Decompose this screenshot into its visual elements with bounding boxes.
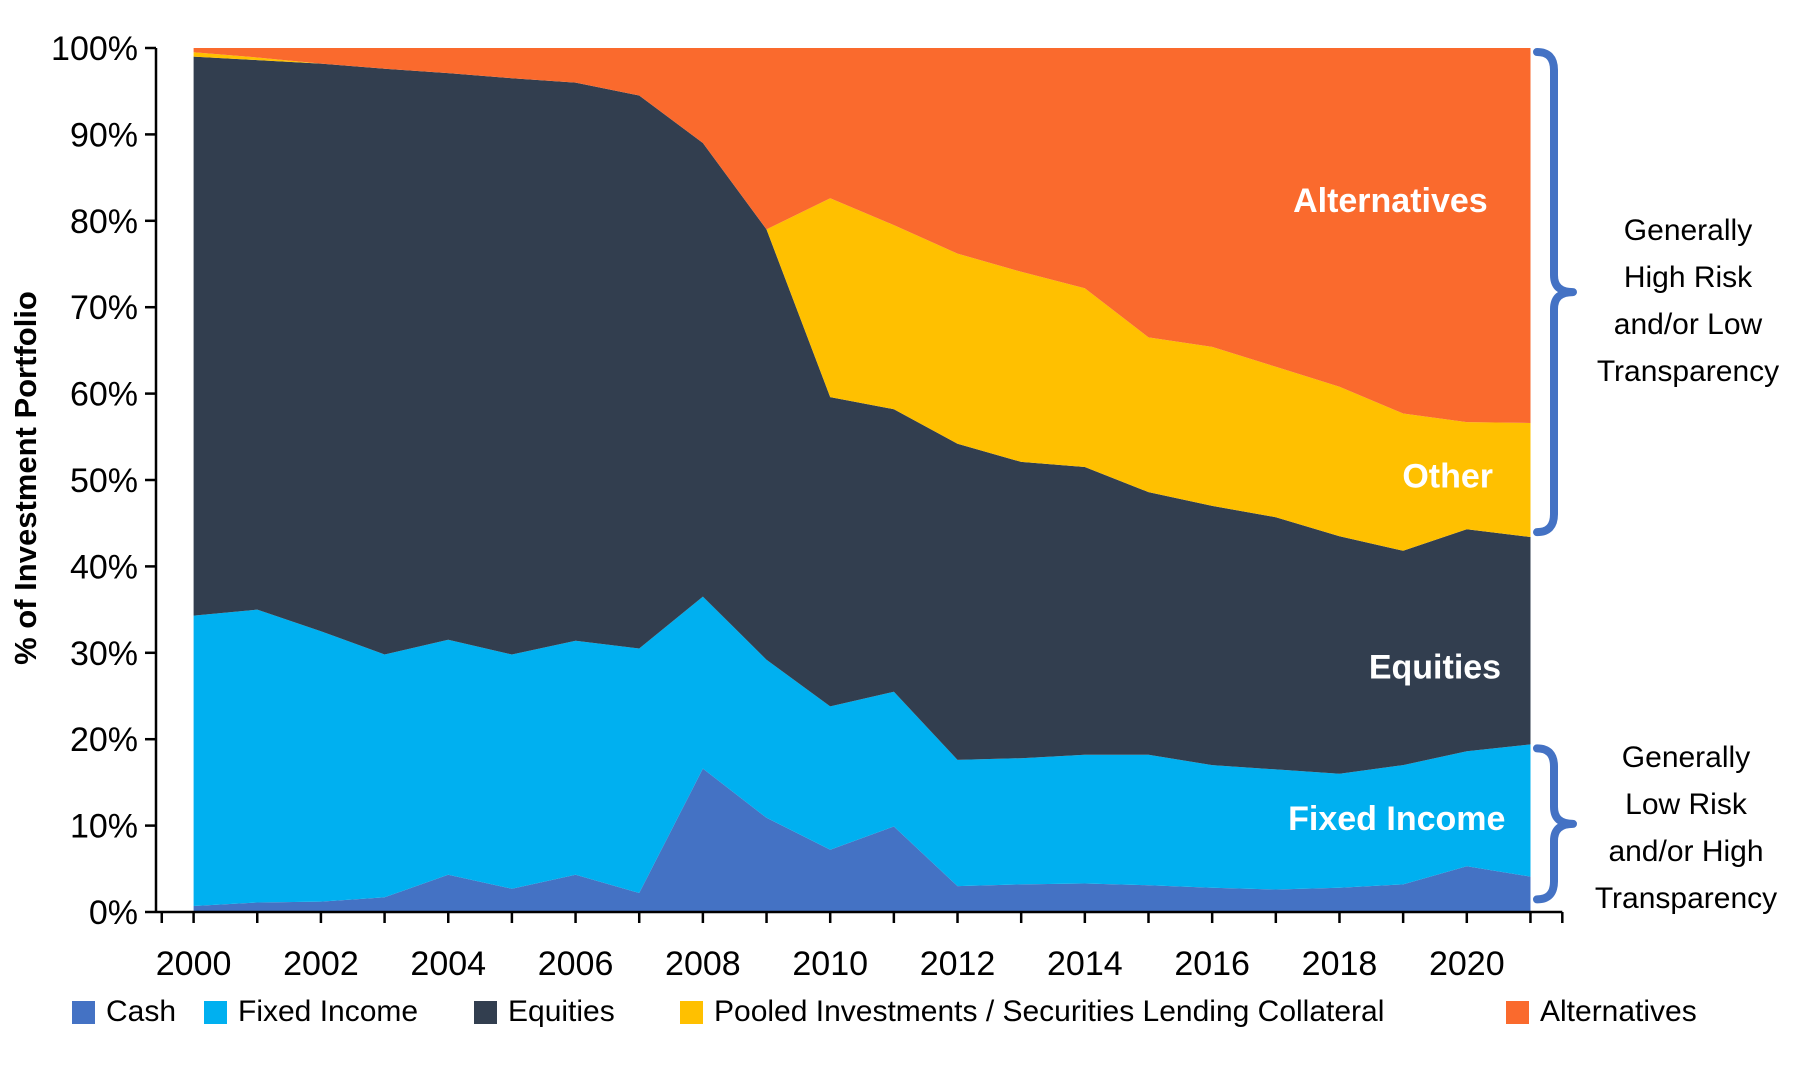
legend-item-equities: Equities [474, 995, 615, 1028]
x-tick-label: 2016 [1174, 945, 1250, 983]
x-tick-label: 2014 [1047, 945, 1123, 983]
y-tick-label: 40% [70, 548, 138, 586]
x-tick-label: 2012 [920, 945, 996, 983]
y-tick-label: 20% [70, 721, 138, 759]
y-tick-label: 70% [70, 289, 138, 327]
area-label-fixed-income: Fixed Income [1288, 800, 1505, 838]
area-label-alternatives: Alternatives [1293, 182, 1488, 220]
x-tick-label: 2008 [665, 945, 741, 983]
legend-label-equities: Equities [508, 995, 615, 1028]
x-tick-label: 2018 [1302, 945, 1378, 983]
y-tick-label: 0% [89, 894, 138, 932]
bracket-high-risk [1533, 48, 1577, 537]
x-tick-label: 2002 [283, 945, 359, 983]
y-tick-label: 50% [70, 462, 138, 500]
legend-swatch-alternatives [1506, 1000, 1529, 1024]
legend-swatch-equities [474, 1000, 497, 1024]
y-axis-title: % of Investment Portfolio [8, 291, 43, 665]
area-pooled-investments-securities-lending-collateral [193, 52, 1531, 551]
x-tick-label: 2004 [410, 945, 486, 983]
legend-item-alternatives: Alternatives [1506, 995, 1697, 1028]
area-fixed-income [193, 596, 1531, 906]
legend-swatch-pooled-investments-securities-lending-collateral [680, 1000, 703, 1024]
x-tick-label: 2010 [792, 945, 868, 983]
legend-label-fixed-income: Fixed Income [238, 995, 419, 1028]
legend-item-pooled-investments-securities-lending-collateral: Pooled Investments / Securities Lending … [680, 995, 1385, 1028]
legend-label-pooled-investments-securities-lending-collateral: Pooled Investments / Securities Lending … [714, 995, 1385, 1028]
area-label-equities: Equities [1369, 649, 1501, 687]
y-tick-label: 30% [70, 635, 138, 673]
y-tick-label: 80% [70, 203, 138, 241]
area-cash [193, 768, 1531, 912]
area-label-other: Other [1402, 458, 1493, 496]
legend-swatch-cash [72, 1000, 95, 1024]
legend-label-cash: Cash [106, 995, 177, 1028]
annotation-high-risk: Generally High Risk and/or Low Transpare… [1596, 214, 1780, 388]
legend-label-alternatives: Alternatives [1540, 995, 1697, 1028]
x-tick-label: 2006 [538, 945, 614, 983]
annotation-low-risk: Generally Low Risk and/or High Transpare… [1594, 741, 1778, 915]
y-tick-label: 90% [70, 116, 138, 154]
legend-item-fixed-income: Fixed Income [204, 995, 419, 1028]
y-tick-label: 100% [51, 30, 138, 68]
legend-swatch-fixed-income [204, 1000, 227, 1024]
area-equities [193, 56, 1531, 774]
area-alternatives [193, 48, 1531, 423]
bracket-low-risk [1533, 744, 1577, 904]
y-tick-label: 10% [70, 808, 138, 846]
legend-item-cash: Cash [72, 995, 177, 1028]
x-tick-label: 2000 [156, 945, 232, 983]
y-tick-label: 60% [70, 376, 138, 414]
x-tick-label: 2020 [1429, 945, 1505, 983]
